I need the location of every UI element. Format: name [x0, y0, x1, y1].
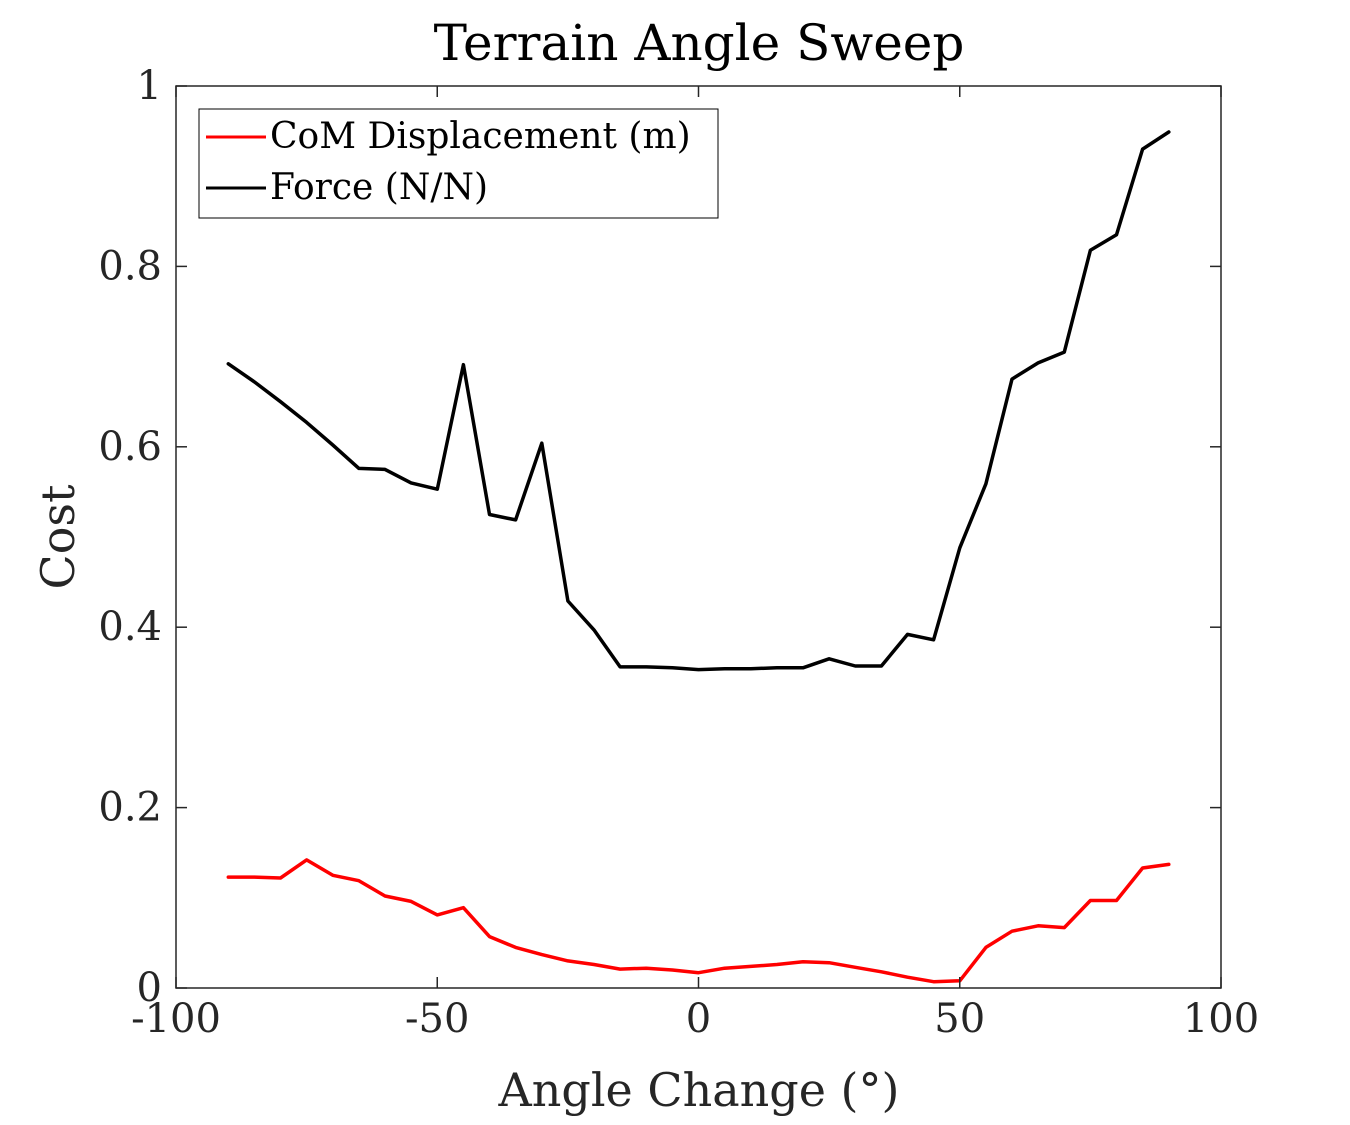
series-line-com-displacement-m — [226, 858, 1171, 984]
y-tick-label: 1 — [137, 63, 162, 109]
x-axis-label: Angle Change (°) — [498, 1063, 900, 1117]
x-tick-label: -100 — [131, 996, 221, 1042]
legend-box — [198, 108, 719, 219]
x-tick-label: -50 — [405, 996, 469, 1042]
y-tick-label: 0.8 — [98, 243, 162, 289]
x-tick-label: 50 — [934, 996, 985, 1042]
y-tick-label: 0.6 — [98, 424, 162, 470]
plot-area — [226, 130, 1171, 984]
legend: CoM Displacement (m) Force (N/N) — [198, 108, 719, 219]
y-tick-label: 0.2 — [98, 785, 162, 831]
y-tick-label: 0.4 — [98, 604, 162, 650]
chart-title: Terrain Angle Sweep — [434, 14, 965, 72]
x-axis: -100 -50 0 50 100 — [131, 86, 1259, 1042]
x-tick-label: 0 — [686, 996, 711, 1042]
x-tick-label: 100 — [1183, 996, 1259, 1042]
legend-label-com-displacement: CoM Displacement (m) — [270, 116, 691, 157]
y-axis-label: Cost — [31, 484, 85, 589]
y-axis: 0 0.2 0.4 0.6 0.8 1 — [98, 63, 1221, 1011]
legend-label-force: Force (N/N) — [270, 167, 488, 208]
series-line-force-n-n — [226, 130, 1171, 672]
y-tick-label: 0 — [137, 965, 162, 1011]
